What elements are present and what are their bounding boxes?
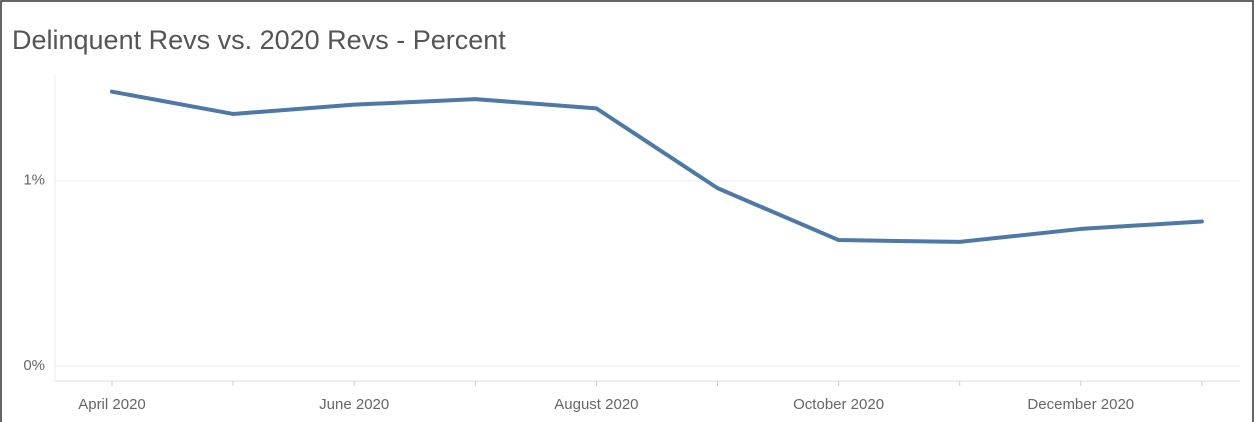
- x-tick-label: April 2020: [78, 396, 146, 413]
- x-tick-label: August 2020: [554, 396, 638, 413]
- y-tick-label: 1%: [23, 172, 45, 189]
- x-tick-label: June 2020: [319, 396, 389, 413]
- x-tick-label: December 2020: [1027, 396, 1134, 413]
- chart-title: Delinquent Revs vs. 2020 Revs - Percent: [12, 25, 506, 55]
- y-tick-label: 0%: [23, 357, 45, 374]
- x-tick-label: October 2020: [793, 396, 884, 413]
- line: [110, 89, 1204, 244]
